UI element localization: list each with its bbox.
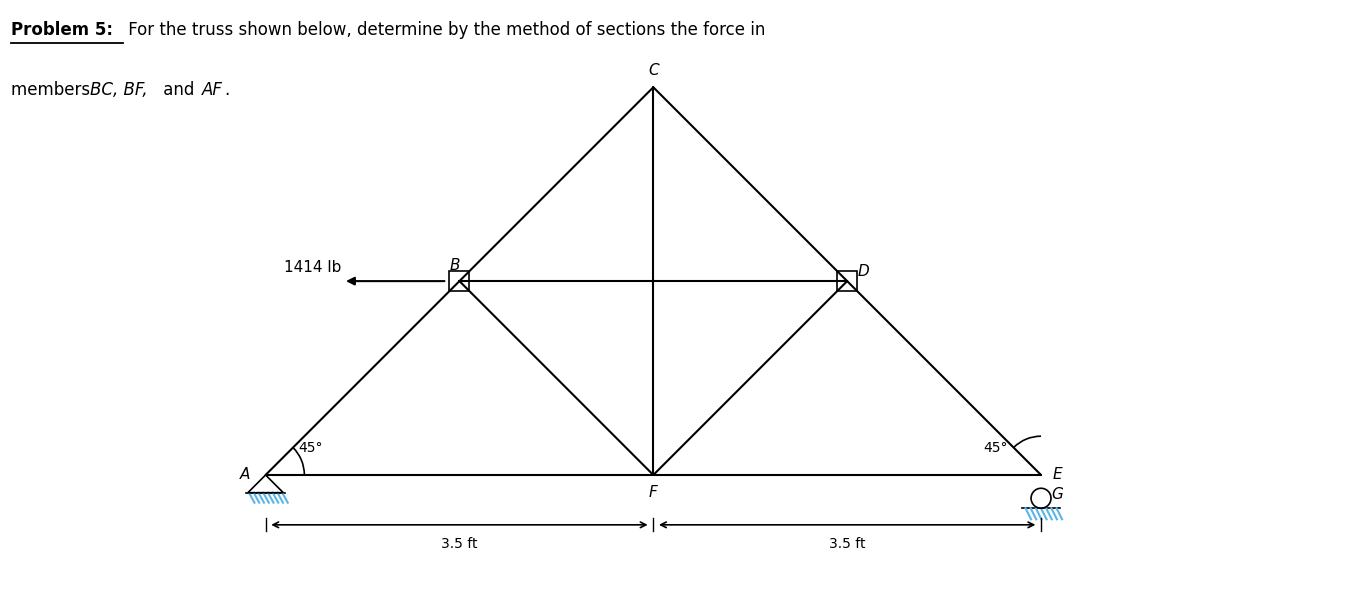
Text: 3.5 ft: 3.5 ft [829,537,865,551]
Text: A: A [240,468,249,483]
Text: D: D [858,264,870,279]
Text: AF: AF [202,81,222,99]
Text: B: B [449,258,460,273]
Text: members: members [11,81,95,99]
Text: 45°: 45° [983,441,1008,456]
Text: 1414 lb: 1414 lb [283,260,342,275]
Text: Problem 5:: Problem 5: [11,21,113,39]
Text: C: C [648,63,659,78]
Text: For the truss shown below, determine by the method of sections the force in: For the truss shown below, determine by … [123,21,765,39]
Text: G: G [1051,487,1064,502]
Text: 3.5 ft: 3.5 ft [441,537,478,551]
Text: and: and [158,81,200,99]
Text: E: E [1053,468,1062,483]
Text: .: . [225,81,230,99]
Text: 45°: 45° [298,441,323,456]
Text: BC, BF,: BC, BF, [90,81,147,99]
Text: F: F [648,485,658,500]
